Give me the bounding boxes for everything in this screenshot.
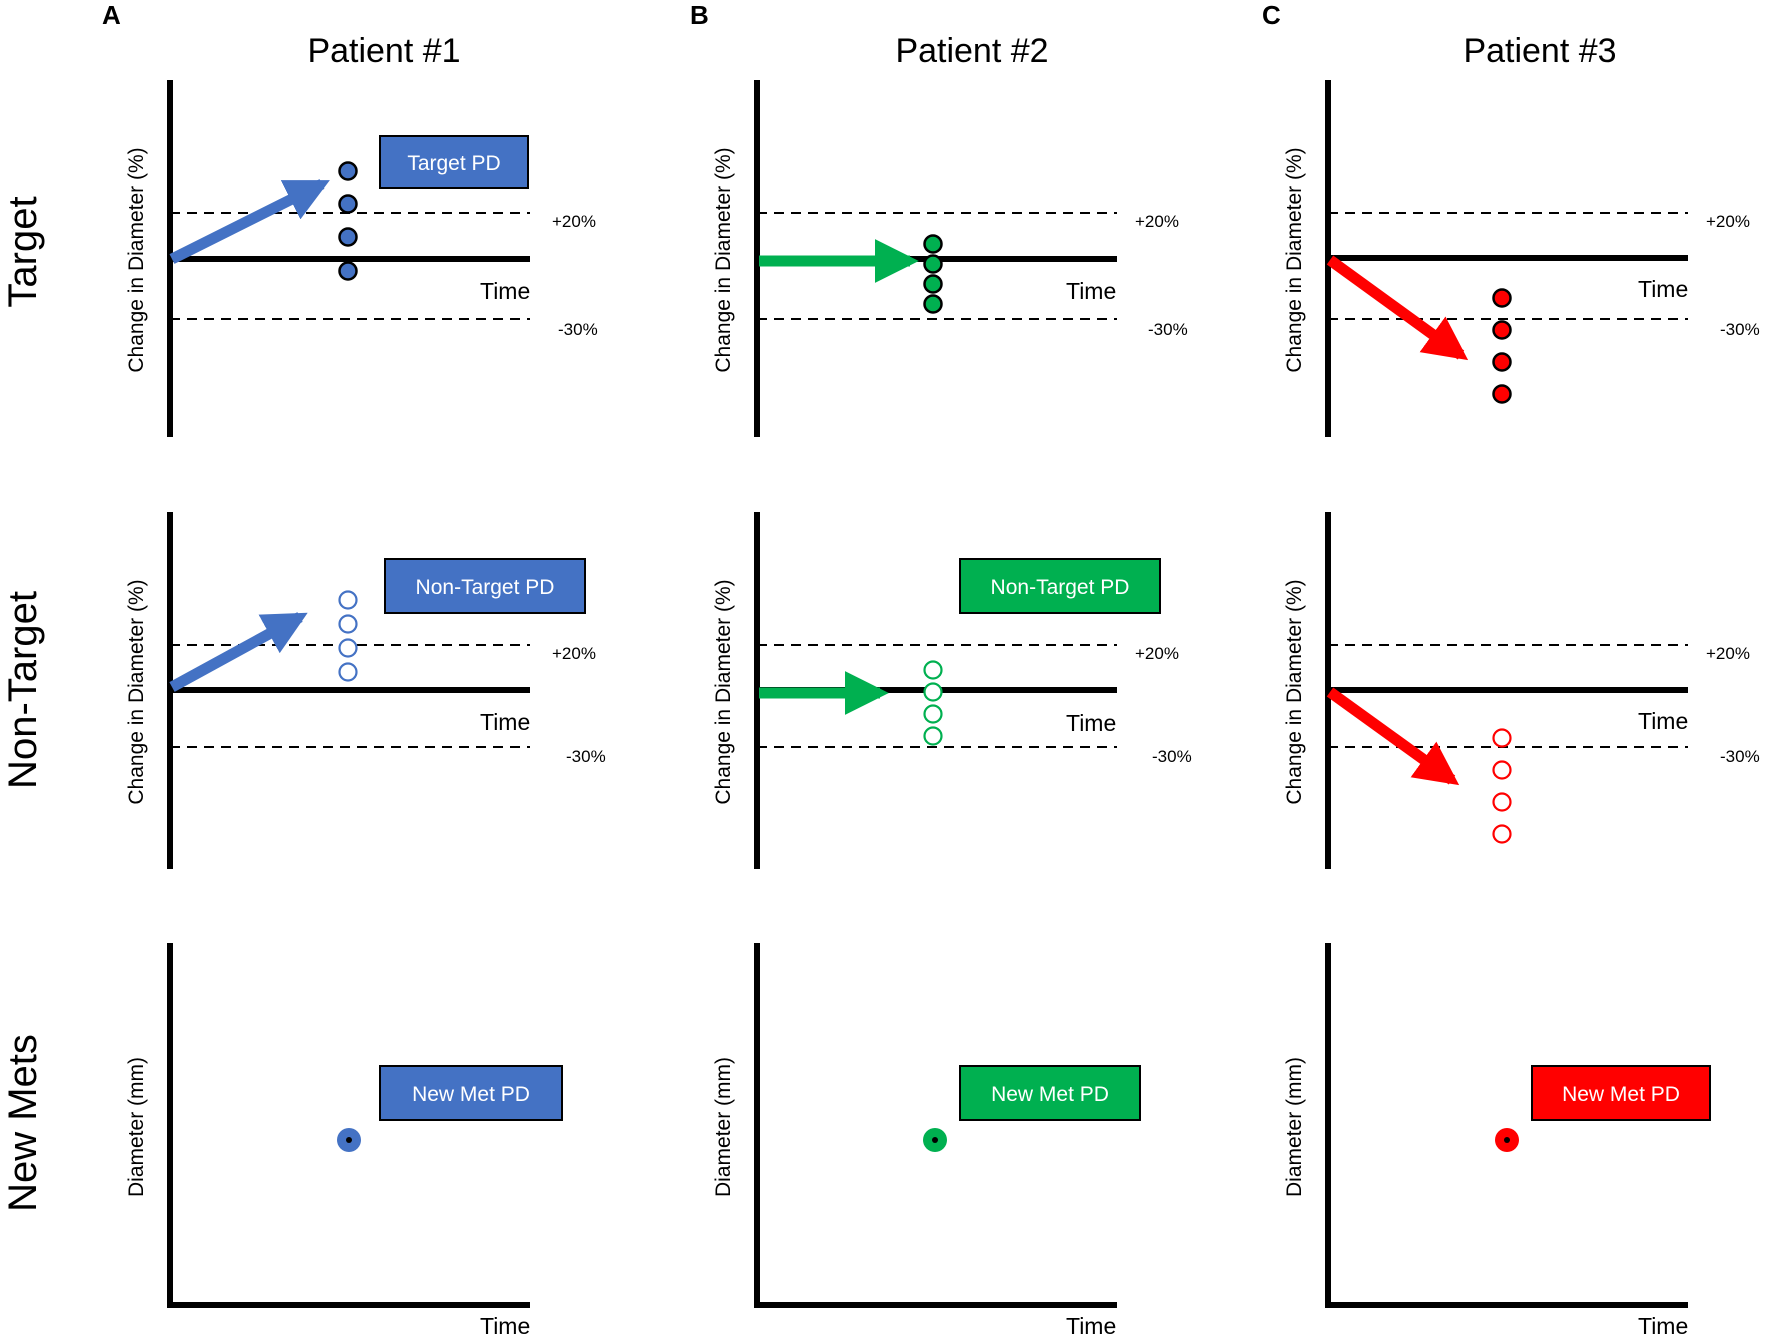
new-lesion-center-dot bbox=[932, 1137, 938, 1143]
filled-data-point-1 bbox=[923, 234, 943, 254]
filled-data-point-4 bbox=[923, 294, 943, 314]
new-lesion-center-dot bbox=[346, 1137, 352, 1143]
threshold-lower-label: -30% bbox=[566, 747, 606, 766]
row-label-new-mets: New Mets bbox=[1, 1034, 45, 1212]
new-mets-panel-patient-3: Time Diameter (mm) New Met PD bbox=[1283, 943, 1711, 1337]
threshold-lower-label: -30% bbox=[558, 320, 598, 339]
open-data-point-4 bbox=[1492, 824, 1512, 844]
filled-data-point-1 bbox=[1492, 288, 1512, 308]
new-met-pd-label: New Met PD bbox=[412, 1083, 530, 1106]
y-axis-label: Change in Diameter (%) bbox=[712, 147, 735, 372]
patient-2-title: Patient #2 bbox=[895, 32, 1048, 70]
row-label-non-target: Non-Target bbox=[1, 591, 45, 789]
threshold-upper-label: +20% bbox=[1706, 644, 1750, 663]
threshold-upper-label: +20% bbox=[552, 644, 596, 663]
new-met-pd-box bbox=[379, 1065, 563, 1121]
new-lesion-center-dot bbox=[1504, 1137, 1510, 1143]
trend-arrow-increase bbox=[169, 179, 330, 264]
x-axis-label: Time bbox=[1638, 1313, 1688, 1337]
y-axis-label: Change in Diameter (%) bbox=[125, 579, 148, 804]
new-met-pd-label: New Met PD bbox=[1562, 1083, 1680, 1106]
non-target-pd-label: Non-Target PD bbox=[991, 576, 1130, 599]
patient-3-title: Patient #3 bbox=[1463, 32, 1616, 70]
filled-data-point-3 bbox=[338, 227, 358, 247]
open-data-point-2 bbox=[923, 682, 943, 702]
open-data-point-1 bbox=[1492, 728, 1512, 748]
filled-data-point-3 bbox=[1492, 352, 1512, 372]
x-axis-label: Time bbox=[1066, 710, 1116, 736]
open-data-point-3 bbox=[338, 638, 358, 658]
threshold-upper-label: +20% bbox=[1706, 212, 1750, 231]
y-axis-label: Change in Diameter (%) bbox=[125, 147, 148, 372]
target-panel-patient-1: +20% -30% Time Change in Diameter (%) Ta… bbox=[125, 80, 598, 437]
threshold-lower-label: -30% bbox=[1720, 320, 1760, 339]
y-axis-label: Change in Diameter (%) bbox=[1283, 147, 1306, 372]
x-axis-label: Time bbox=[1638, 708, 1688, 734]
threshold-lower-label: -30% bbox=[1720, 747, 1760, 766]
threshold-upper-label: +20% bbox=[1135, 644, 1179, 663]
non-target-pd-label: Non-Target PD bbox=[416, 576, 555, 599]
target-pd-label: Target PD bbox=[407, 152, 500, 175]
x-axis-label: Time bbox=[1066, 278, 1116, 304]
y-axis-label: Diameter (mm) bbox=[1283, 1057, 1306, 1197]
filled-data-point-1 bbox=[338, 161, 358, 181]
non-target-panel-patient-1: +20% -30% Time Change in Diameter (%) No… bbox=[125, 512, 606, 869]
open-data-point-3 bbox=[1492, 792, 1512, 812]
x-axis-label: Time bbox=[480, 278, 530, 304]
trend-arrow-decrease bbox=[1326, 687, 1460, 786]
y-axis-label: Change in Diameter (%) bbox=[1283, 579, 1306, 804]
trend-arrow-decrease bbox=[1326, 255, 1469, 361]
non-target-panel-patient-2: +20% -30% Time Change in Diameter (%) No… bbox=[712, 512, 1192, 869]
x-axis-label: Time bbox=[480, 1313, 530, 1337]
filled-data-point-2 bbox=[338, 194, 358, 214]
open-data-point-1 bbox=[923, 660, 943, 680]
open-data-point-2 bbox=[338, 614, 358, 634]
open-data-point-3 bbox=[923, 704, 943, 724]
threshold-upper-label: +20% bbox=[552, 212, 596, 231]
panel-letter-a: A bbox=[102, 0, 121, 30]
new-met-pd-box bbox=[959, 1065, 1141, 1121]
threshold-lower-label: -30% bbox=[1152, 747, 1192, 766]
open-data-point-1 bbox=[338, 590, 358, 610]
y-axis-label: Diameter (mm) bbox=[125, 1057, 148, 1197]
open-data-point-2 bbox=[1492, 760, 1512, 780]
filled-data-point-2 bbox=[923, 254, 943, 274]
new-mets-panel-patient-2: Time Diameter (mm) New Met PD bbox=[712, 943, 1141, 1337]
y-axis-label: Change in Diameter (%) bbox=[712, 579, 735, 804]
filled-data-point-3 bbox=[923, 274, 943, 294]
open-data-point-4 bbox=[338, 662, 358, 682]
non-target-pd-box bbox=[384, 558, 586, 614]
x-axis-label: Time bbox=[1066, 1313, 1116, 1337]
patient-1-title: Patient #1 bbox=[307, 32, 460, 70]
filled-data-point-4 bbox=[1492, 384, 1512, 404]
trend-arrow-increase bbox=[169, 612, 308, 692]
new-met-pd-box bbox=[1531, 1065, 1711, 1121]
threshold-lower-label: -30% bbox=[1148, 320, 1188, 339]
x-axis-label: Time bbox=[480, 709, 530, 735]
filled-data-point-2 bbox=[1492, 320, 1512, 340]
filled-data-point-4 bbox=[338, 261, 358, 281]
new-met-pd-label: New Met PD bbox=[991, 1083, 1109, 1106]
panel-letter-c: C bbox=[1262, 0, 1281, 30]
threshold-upper-label: +20% bbox=[1135, 212, 1179, 231]
row-label-target: Target bbox=[1, 196, 45, 307]
y-axis-label: Diameter (mm) bbox=[712, 1057, 735, 1197]
target-panel-patient-3: +20% -30% Time Change in Diameter (%) bbox=[1283, 80, 1760, 437]
target-pd-box bbox=[379, 135, 529, 189]
x-axis-label: Time bbox=[1638, 276, 1688, 302]
non-target-pd-box bbox=[959, 558, 1161, 614]
new-mets-panel-patient-1: Time Diameter (mm) New Met PD bbox=[125, 943, 563, 1337]
panel-letter-b: B bbox=[690, 0, 709, 30]
target-panel-patient-2: +20% -30% Time Change in Diameter (%) bbox=[712, 80, 1188, 437]
open-data-point-4 bbox=[923, 726, 943, 746]
non-target-panel-patient-3: +20% -30% Time Change in Diameter (%) bbox=[1283, 512, 1760, 869]
